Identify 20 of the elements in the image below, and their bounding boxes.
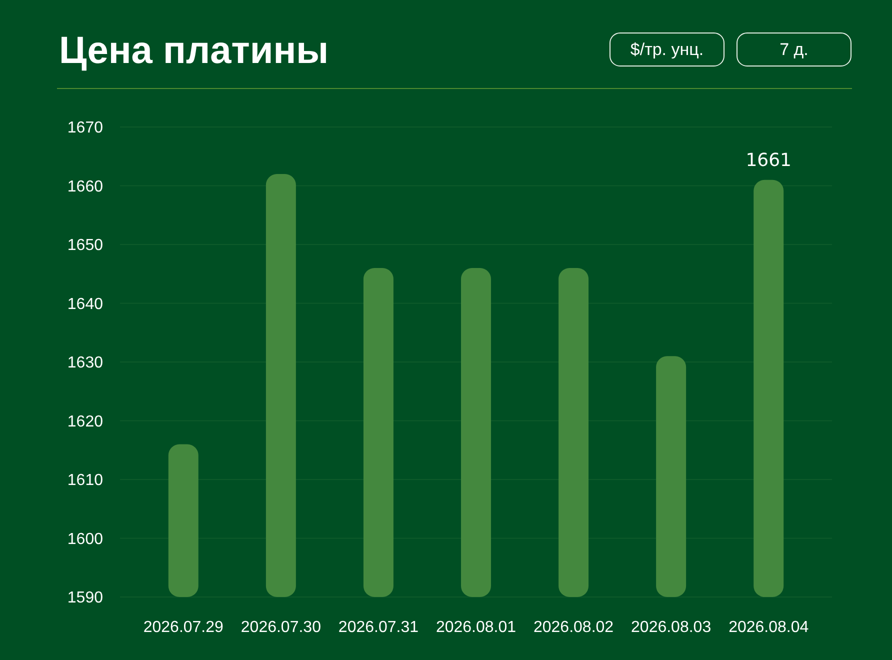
data-label: 1661 [746, 150, 792, 171]
x-tick-label: 2026.07.29 [143, 619, 224, 636]
toggle-button: 7 д. [736, 32, 852, 66]
y-tick-label: 1590 [67, 590, 104, 607]
y-tick-label: 1670 [67, 120, 104, 137]
y-tick-label: 1620 [67, 413, 104, 430]
x-tick-label: 2026.07.30 [240, 619, 322, 636]
x-tick-label: 2026.08.02 [533, 619, 614, 636]
x-tick-label: 2026.08.01 [436, 619, 516, 636]
y-tick-label: 1600 [67, 530, 104, 548]
y-tick-label: 1660 [67, 178, 104, 196]
x-tick-label: 2026.08.04 [728, 619, 809, 636]
x-tick-label: 2026.07.31 [338, 619, 419, 636]
toggle-button: $/тр. унц. [610, 32, 724, 66]
chart-title: Цена платины [59, 30, 329, 72]
x-tick-label: 2026.08.03 [631, 619, 712, 636]
y-tick-label: 1610 [67, 472, 104, 490]
y-tick-label: 1650 [67, 237, 104, 254]
y-tick-label: 1630 [67, 354, 104, 372]
y-tick-label: 1640 [67, 296, 104, 313]
